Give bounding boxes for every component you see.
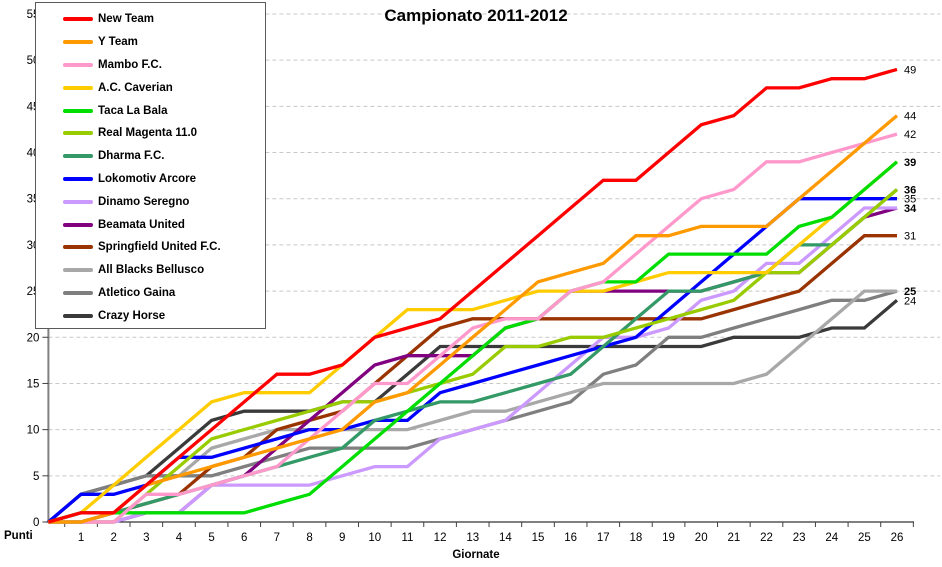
x-tick-label-23: 23 <box>793 532 806 544</box>
legend-swatch <box>63 62 93 67</box>
legend-item-beamata-united: Beamata United <box>36 213 265 236</box>
legend-label: Springfield United F.C. <box>98 241 221 254</box>
legend-label: Y Team <box>98 36 138 49</box>
x-tick-label-12: 12 <box>434 532 447 544</box>
x-tick-label-19: 19 <box>662 532 675 544</box>
legend-label: Taca La Bala <box>98 104 168 117</box>
x-tick-label-7: 7 <box>274 532 280 544</box>
x-tick-label-25: 25 <box>858 532 871 544</box>
y-axis-title: Punti <box>4 530 33 542</box>
legend-label: Crazy Horse <box>98 309 166 322</box>
x-axis-title: Giornate <box>452 549 500 561</box>
end-label-24: 24 <box>904 295 916 307</box>
legend-label: Atletico Gaina <box>98 286 176 299</box>
x-tick-label-20: 20 <box>695 532 708 544</box>
y-tick-label-10: 10 <box>27 425 40 437</box>
x-tick-label-4: 4 <box>176 532 183 544</box>
series-line-a-c-caverian <box>47 160 899 524</box>
legend-label: Beamata United <box>98 218 185 231</box>
x-tick-label-15: 15 <box>532 532 545 544</box>
chart-title: Campionato 2011-2012 <box>384 6 568 25</box>
end-label-35: 35 <box>904 194 916 206</box>
y-tick-label-15: 15 <box>27 378 40 390</box>
legend-item-lokomotiv-arcore: Lokomotiv Arcore <box>36 168 265 191</box>
series-line-mambo-f-c- <box>48 132 898 524</box>
legend-swatch <box>63 40 93 45</box>
legend-label: Real Magenta 11.0 <box>98 127 198 140</box>
series-line-real-magenta-11-0 <box>48 188 899 524</box>
end-label-36: 36 <box>904 184 916 196</box>
x-tick-label-22: 22 <box>760 532 773 544</box>
x-tick-label-13: 13 <box>466 532 479 544</box>
end-label-44: 44 <box>904 111 916 123</box>
y-tick-label-5: 5 <box>33 471 39 483</box>
x-tick-label-1: 1 <box>78 532 84 544</box>
x-tick-label-18: 18 <box>630 532 643 544</box>
end-label-39: 39 <box>904 157 916 169</box>
legend-item-atletico-gaina: Atletico Gaina <box>36 282 265 305</box>
end-label-31: 31 <box>904 231 916 243</box>
series-line-taca-la-bala <box>47 160 899 524</box>
legend-swatch <box>63 245 93 250</box>
legend-item-taca-la-bala: Taca La Bala <box>36 99 265 122</box>
legend-swatch <box>63 268 93 273</box>
x-tick-label-26: 26 <box>891 532 904 544</box>
legend-swatch <box>63 222 93 227</box>
x-tick-label-3: 3 <box>143 532 149 544</box>
legend-swatch <box>63 154 93 159</box>
x-tick-label-11: 11 <box>401 532 413 544</box>
x-tick-label-2: 2 <box>110 532 116 544</box>
x-tick-label-21: 21 <box>727 532 740 544</box>
legend-swatch <box>63 199 93 204</box>
legend: New Team Y Team Mambo F.C. A.C. Caverian Tac… <box>35 2 266 329</box>
legend-label: Dharma F.C. <box>98 150 165 163</box>
series-line-all-blacks-bellusco <box>47 289 897 524</box>
legend-item-dinamo-seregno: Dinamo Seregno <box>36 190 265 213</box>
legend-label: New Team <box>98 13 155 26</box>
legend-item-real-magenta-11-0: Real Magenta 11.0 <box>36 122 265 145</box>
legend-swatch <box>63 176 93 181</box>
legend-label: All Blacks Bellusco <box>98 264 205 277</box>
y-tick-label-20: 20 <box>27 332 40 344</box>
legend-swatch <box>63 108 93 113</box>
legend-label: A.C. Caverian <box>98 81 173 94</box>
legend-swatch <box>63 17 93 22</box>
x-tick-label-24: 24 <box>825 532 838 544</box>
series-line-new-team <box>47 67 898 524</box>
end-label-34: 34 <box>904 203 917 215</box>
legend-item-springfield-united-f-c-: Springfield United F.C. <box>36 236 265 259</box>
legend-swatch <box>63 85 93 90</box>
legend-swatch <box>63 290 93 295</box>
y-tick-label-0: 0 <box>33 517 39 529</box>
legend-item-y-team: Y Team <box>36 31 265 54</box>
series-line-crazy-horse <box>47 299 899 524</box>
series-line-springfield-united-f-c- <box>48 234 897 524</box>
x-tick-label-14: 14 <box>499 532 512 544</box>
legend-swatch <box>63 313 93 318</box>
legend-label: Lokomotiv Arcore <box>98 172 196 185</box>
x-tick-label-16: 16 <box>564 532 577 544</box>
series-line-y-team <box>48 114 899 524</box>
legend-item-mambo-f-c-: Mambo F.C. <box>36 54 265 77</box>
x-tick-label-5: 5 <box>208 532 214 544</box>
end-label-25: 25 <box>904 286 916 298</box>
legend-item-dharma-f-c-: Dharma F.C. <box>36 145 265 168</box>
legend-label: Dinamo Seregno <box>98 195 190 208</box>
legend-label: Mambo F.C. <box>98 58 162 71</box>
legend-swatch <box>63 131 93 136</box>
legend-item-new-team: New Team <box>36 8 265 31</box>
x-tick-label-6: 6 <box>241 532 247 544</box>
legend-item-crazy-horse: Crazy Horse <box>36 304 265 327</box>
end-label-49: 49 <box>904 64 916 76</box>
x-tick-label-8: 8 <box>306 532 312 544</box>
legend-item-all-blacks-bellusco: All Blacks Bellusco <box>36 259 265 282</box>
x-tick-label-9: 9 <box>339 532 345 544</box>
legend-item-a-c-caverian: A.C. Caverian <box>36 76 265 99</box>
x-tick-label-17: 17 <box>597 532 610 544</box>
end-label-42: 42 <box>904 129 916 141</box>
x-tick-label-10: 10 <box>368 532 381 544</box>
